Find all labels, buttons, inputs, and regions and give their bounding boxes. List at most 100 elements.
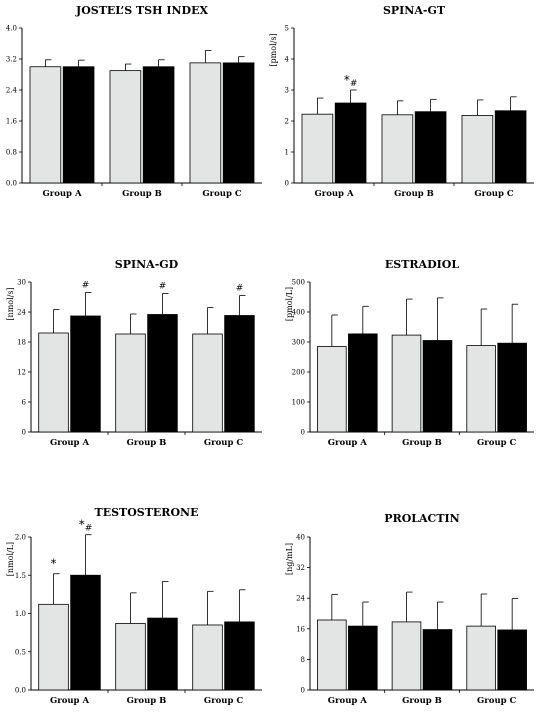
bar (422, 629, 453, 691)
y-tick-label: 30 (17, 279, 26, 287)
chart-title: ESTRADIOL (385, 258, 459, 271)
bar (381, 114, 414, 184)
y-tick-label: 200 (292, 369, 305, 377)
y-axis-label: [pmol/s] (269, 33, 278, 66)
bar (192, 333, 223, 433)
y-tick-label: 5 (285, 25, 289, 33)
y-tick-label: 2 (285, 118, 289, 126)
bar (109, 70, 142, 184)
bar (147, 314, 178, 433)
chart-panel-0: JOSTEL’S TSH INDEX 0.0 0.8 1.6 2.4 3.2 4.0 Grou… (6, 4, 262, 199)
y-tick-label: 100 (292, 399, 305, 407)
y-tick-label: 2.4 (6, 87, 18, 95)
y-axis-label: [pmol/L] (285, 287, 294, 321)
x-category-label: Group B (402, 696, 442, 706)
y-tick-label: 500 (292, 279, 305, 287)
bar (224, 315, 255, 433)
significance-marker: *# (79, 518, 93, 534)
x-category-label: Group B (127, 438, 167, 448)
bar (38, 332, 69, 433)
significance-marker: # (236, 284, 244, 294)
y-tick-label: 300 (292, 339, 305, 347)
x-category-label: Group C (204, 438, 243, 448)
chart-panel-4: TESTOSTERONE [nmol/L] 0.0 0.5 1.0 1.5 2.0 Group… (6, 506, 262, 706)
chart-panel-2: SPINA-GD [nmol/s] 0 6 12 18 24 30 Group A Group B… (6, 258, 262, 448)
y-tick-label: 3 (285, 87, 289, 95)
bar (38, 603, 69, 691)
x-category-label: Group A (328, 696, 367, 706)
chart-panel-3: ESTRADIOL [pmol/L] 0 100 200 300 400 500 Group A… (285, 258, 534, 448)
y-tick-label: 2.0 (15, 534, 26, 542)
y-tick-label: 1 (285, 149, 289, 157)
bar (115, 623, 146, 691)
y-tick-label: 8 (301, 656, 305, 664)
y-tick-label: 1.0 (15, 610, 26, 618)
x-category-label: Group C (477, 696, 516, 706)
chart-panel-1: SPINA-GT [pmol/s] 0 1 2 3 4 5 Group A Group B Grou… (269, 4, 534, 199)
bar (70, 574, 101, 691)
x-category-label: Group B (402, 438, 442, 448)
y-tick-label: 0.0 (15, 687, 26, 695)
y-tick-label: 24 (17, 309, 26, 317)
bar (466, 625, 496, 691)
y-tick-label: 32 (296, 564, 305, 572)
bar (224, 621, 255, 691)
significance-marker: # (82, 281, 90, 291)
bar (497, 629, 527, 691)
y-tick-label: 0 (301, 687, 305, 695)
y-tick-label: 0 (22, 429, 26, 437)
x-category-label: Group A (50, 438, 89, 448)
bar (192, 624, 223, 691)
y-tick-label: 1.5 (15, 572, 26, 580)
y-tick-label: 0 (285, 180, 289, 188)
y-tick-label: 0.8 (6, 149, 17, 157)
bar (334, 102, 367, 184)
x-category-label: Group B (127, 696, 167, 706)
y-axis-label: [nmol/s] (6, 287, 15, 320)
x-category-label: Group B (122, 189, 162, 199)
chart-panel-5: PROLACTIN [ng/mL] 0 8 16 24 32 40 Group A Group B… (285, 512, 534, 706)
bar (391, 621, 422, 691)
bar (494, 110, 527, 184)
bar (70, 315, 101, 433)
y-tick-label: 3.2 (6, 56, 17, 64)
bar (317, 619, 347, 691)
y-tick-label: 0.5 (15, 648, 26, 656)
bar (147, 617, 178, 691)
significance-marker: *# (344, 73, 358, 89)
significance-marker: * (51, 557, 57, 571)
chart-title: SPINA-GD (115, 258, 179, 271)
x-category-label: Group C (202, 189, 241, 199)
x-category-label: Group A (328, 438, 367, 448)
y-tick-label: 1.6 (6, 118, 18, 126)
y-tick-label: 12 (17, 369, 26, 377)
bar (466, 345, 496, 433)
y-tick-label: 6 (22, 399, 27, 407)
chart-title: JOSTEL’S TSH INDEX (75, 4, 208, 17)
bar (414, 111, 447, 184)
bar (461, 115, 494, 184)
bar (29, 66, 62, 184)
x-category-label: Group B (394, 189, 434, 199)
bar (348, 333, 378, 433)
bar (189, 62, 222, 184)
bar (422, 340, 453, 433)
bar (301, 113, 334, 184)
y-tick-label: 0.0 (6, 180, 17, 188)
y-tick-label: 16 (296, 625, 305, 633)
x-category-label: Group A (42, 189, 81, 199)
x-category-label: Group C (477, 438, 516, 448)
y-tick-label: 400 (292, 309, 305, 317)
bar (317, 346, 347, 433)
y-tick-label: 4 (285, 56, 290, 64)
bar (348, 625, 378, 691)
bar (115, 333, 146, 433)
y-tick-label: 0 (301, 429, 305, 437)
significance-marker: # (159, 282, 167, 292)
bar (391, 334, 422, 433)
y-tick-label: 18 (17, 339, 26, 347)
chart-title: TESTOSTERONE (95, 506, 199, 519)
y-tick-label: 40 (296, 534, 305, 542)
y-axis-label: [ng/mL] (285, 543, 294, 575)
